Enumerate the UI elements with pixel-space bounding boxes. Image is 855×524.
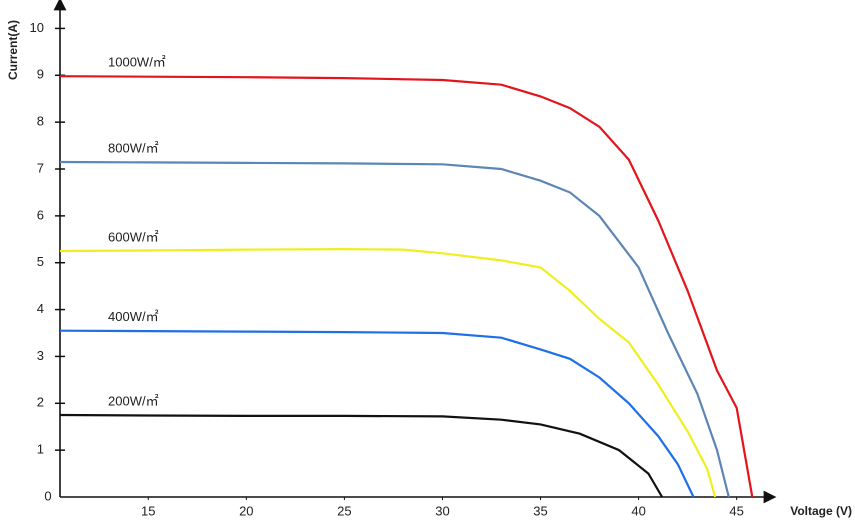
series-label: 1000W/㎡ <box>108 55 166 70</box>
series-line <box>59 413 664 498</box>
y-tick-label: 5 <box>37 254 44 269</box>
y-axis-label: Current(A) <box>6 20 20 80</box>
y-tick-label: 6 <box>37 207 44 222</box>
y-tick-label: 9 <box>37 67 44 82</box>
y-tick-label: 10 <box>30 20 44 35</box>
y-tick-label: 1 <box>37 442 44 457</box>
x-tick-label: 30 <box>435 503 449 518</box>
series-label: 400W/㎡ <box>108 309 159 324</box>
series-line <box>59 329 695 498</box>
y-tick-label: 4 <box>37 301 44 316</box>
origin-label: 0 <box>44 488 51 503</box>
x-tick-label: 45 <box>729 503 743 518</box>
x-tick-label: 20 <box>239 503 253 518</box>
x-tick-label: 15 <box>141 503 155 518</box>
series-label: 600W/㎡ <box>108 229 159 244</box>
y-tick-label: 3 <box>37 348 44 363</box>
series-line <box>59 75 754 498</box>
series-line <box>59 160 730 498</box>
y-tick-label: 2 <box>37 395 44 410</box>
x-axis-label: Voltage (V) <box>790 504 852 518</box>
x-tick-label: 35 <box>533 503 547 518</box>
y-tick-label: 7 <box>37 160 44 175</box>
y-tick-label: 8 <box>37 114 44 129</box>
series-line <box>59 247 717 498</box>
x-tick-label: 25 <box>337 503 351 518</box>
series-label: 800W/㎡ <box>108 140 159 155</box>
x-tick-label: 40 <box>631 503 645 518</box>
series-label: 200W/㎡ <box>108 393 159 408</box>
